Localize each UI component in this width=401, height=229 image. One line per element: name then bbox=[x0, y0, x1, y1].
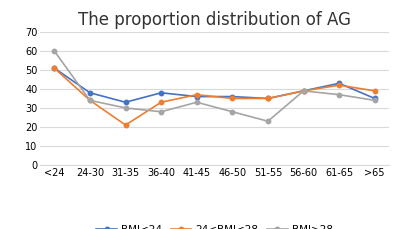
BMI>28 bbox=[159, 110, 164, 113]
Line: BMI<24: BMI<24 bbox=[52, 66, 377, 104]
BMI<24 bbox=[337, 82, 342, 85]
Title: The proportion distribution of AG: The proportion distribution of AG bbox=[78, 11, 351, 29]
BMI>28 bbox=[52, 50, 57, 52]
BMI<24 bbox=[87, 91, 92, 94]
BMI>28 bbox=[337, 93, 342, 96]
BMI<24 bbox=[194, 95, 199, 98]
24<BMI<28 bbox=[123, 124, 128, 126]
24<BMI<28 bbox=[337, 84, 342, 87]
24<BMI<28 bbox=[87, 99, 92, 102]
BMI>28 bbox=[265, 120, 270, 123]
24<BMI<28 bbox=[230, 97, 235, 100]
Line: BMI>28: BMI>28 bbox=[52, 49, 377, 123]
BMI>28 bbox=[230, 110, 235, 113]
BMI<24 bbox=[159, 91, 164, 94]
BMI<24 bbox=[372, 97, 377, 100]
24<BMI<28 bbox=[159, 101, 164, 104]
BMI>28 bbox=[194, 101, 199, 104]
24<BMI<28 bbox=[372, 90, 377, 92]
24<BMI<28 bbox=[52, 67, 57, 69]
Line: 24<BMI<28: 24<BMI<28 bbox=[52, 66, 377, 127]
24<BMI<28 bbox=[265, 97, 270, 100]
BMI>28 bbox=[372, 99, 377, 102]
BMI>28 bbox=[123, 106, 128, 109]
BMI<24 bbox=[301, 90, 306, 92]
BMI>28 bbox=[301, 90, 306, 92]
BMI<24 bbox=[265, 97, 270, 100]
BMI<24 bbox=[123, 101, 128, 104]
BMI<24 bbox=[52, 67, 57, 69]
BMI>28 bbox=[87, 99, 92, 102]
24<BMI<28 bbox=[301, 90, 306, 92]
24<BMI<28 bbox=[194, 93, 199, 96]
Legend: BMI<24, 24<BMI<28, BMI>28: BMI<24, 24<BMI<28, BMI>28 bbox=[92, 221, 337, 229]
BMI<24 bbox=[230, 95, 235, 98]
